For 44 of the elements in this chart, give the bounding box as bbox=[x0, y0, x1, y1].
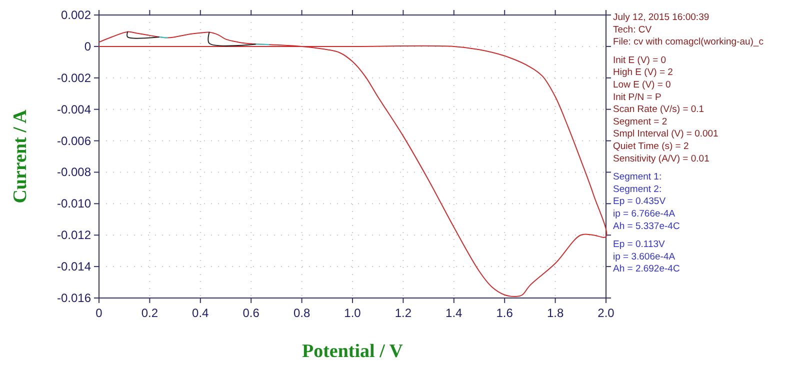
x-tick-label: 1.0 bbox=[344, 306, 362, 320]
text: ip = 3.606e-4A bbox=[613, 251, 676, 262]
y-tick-label: 0 bbox=[84, 39, 92, 54]
text: Ep = 0.435V bbox=[613, 196, 666, 208]
y-tick-label: -0.006 bbox=[56, 134, 92, 148]
x-tick-label: 1.4 bbox=[446, 306, 463, 320]
text: ip = 6.766e-4A bbox=[613, 208, 676, 220]
text: File: cv with comagcl(working-au)_c bbox=[613, 36, 764, 48]
x-tick-label: 1.6 bbox=[496, 306, 514, 320]
text: Low E (V) = 0 bbox=[613, 80, 671, 90]
x-tick-label: 1.2 bbox=[394, 306, 412, 320]
text: Tech: CV bbox=[613, 24, 652, 36]
y-tick-label: -0.008 bbox=[56, 165, 92, 180]
text: Segment 2: bbox=[613, 184, 662, 195]
text: Ah = 5.337e-4C bbox=[613, 220, 680, 232]
text: Sensitivity (A/V) = 0.01 bbox=[613, 153, 710, 164]
x-tick-label: 0.8 bbox=[293, 306, 310, 320]
y-tick-label: -0.004 bbox=[56, 102, 92, 116]
text: Ah = 2.692e-4C bbox=[613, 264, 680, 275]
y-tick-label: -0.012 bbox=[56, 228, 92, 242]
text: Init P/N = P bbox=[613, 92, 662, 103]
y-tick-label: -0.016 bbox=[56, 291, 92, 305]
y-tick-label: 0.002 bbox=[60, 8, 92, 22]
y-tick-label: -0.010 bbox=[56, 196, 92, 211]
text: Ep = 0.113V bbox=[613, 239, 666, 250]
line-series bbox=[98, 31, 606, 297]
x-tick-label: 0.2 bbox=[141, 306, 158, 320]
x-tick-label: 0.6 bbox=[242, 306, 260, 320]
y-axis-title: Current / A bbox=[10, 109, 31, 204]
x-tick-label: 1.8 bbox=[546, 306, 564, 320]
y-tick-label: -0.002 bbox=[56, 70, 92, 85]
text: Quiet Time (s) = 2 bbox=[613, 141, 689, 152]
text: Segment = 2 bbox=[613, 116, 668, 128]
x-tick-label: 0 bbox=[96, 306, 103, 320]
text: Segment 1: bbox=[613, 172, 662, 183]
x-axis-title: Potential / V bbox=[302, 341, 404, 362]
text: Scan Rate (V/s) = 0.1 bbox=[613, 104, 704, 116]
x-tick-label: 2.0 bbox=[598, 306, 615, 320]
x-tick-label: 0.4 bbox=[192, 306, 210, 320]
text: High E (V) = 2 bbox=[613, 67, 673, 78]
text: Init E (V) = 0 bbox=[613, 54, 666, 66]
y-tick-label: -0.014 bbox=[56, 260, 92, 274]
text: Smpl Interval (V) = 0.001 bbox=[613, 128, 718, 140]
text: July 12, 2015 16:00:39 bbox=[613, 12, 710, 23]
